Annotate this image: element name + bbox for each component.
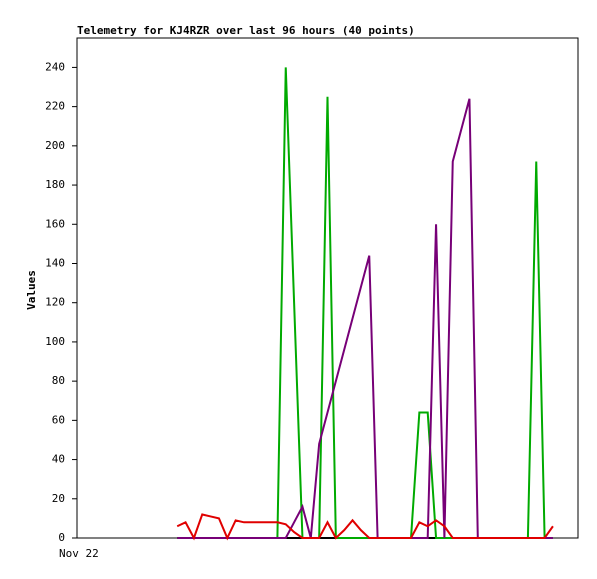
y-tick-label: 220 [45, 100, 65, 113]
y-tick-label: 200 [45, 139, 65, 152]
y-tick-label: 140 [45, 256, 65, 269]
y-tick-label: 240 [45, 60, 65, 73]
series-line [176, 513, 554, 541]
y-tick-label: 80 [52, 374, 65, 387]
y-tick-label: 60 [52, 413, 65, 426]
y-tick-label: 160 [45, 217, 65, 230]
y-tick-label: 180 [45, 178, 65, 191]
series-line [177, 67, 553, 539]
y-tick-label: 100 [45, 335, 65, 348]
y-tick-label: 120 [45, 296, 65, 309]
chart-title: Telemetry for KJ4RZR over last 96 hours … [77, 24, 415, 37]
series-line [177, 98, 553, 539]
y-tick-label: 20 [52, 492, 65, 505]
y-tick-label: 0 [58, 531, 65, 544]
y-axis-label: Values [25, 270, 38, 310]
x-tick-label: Nov 22 [59, 547, 99, 560]
y-tick-label: 40 [52, 453, 65, 466]
